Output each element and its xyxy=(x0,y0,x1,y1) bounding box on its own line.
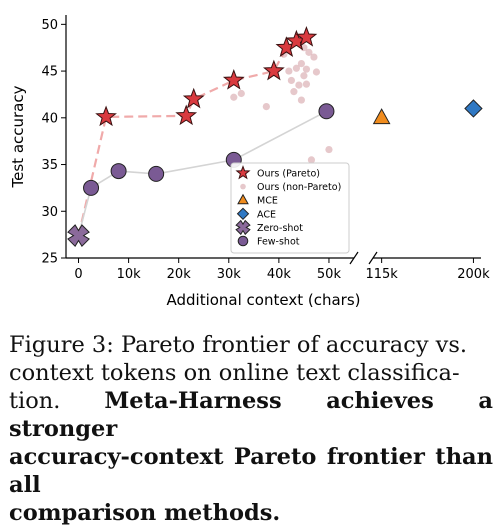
ours-pareto-point xyxy=(295,26,318,47)
few-shot-point xyxy=(318,103,335,120)
ours-pareto-point xyxy=(95,105,117,127)
ours-non-pareto-point xyxy=(290,88,298,96)
x-tick-label: 50k xyxy=(317,267,342,282)
ours-non-pareto-point xyxy=(297,96,306,104)
y-axis-label: Test accuracy xyxy=(9,85,27,188)
figure-caption: Figure 3: Pareto frontier of accuracy vs… xyxy=(9,331,493,527)
ours-non-pareto-point xyxy=(262,102,270,111)
caption-bold-line-3: comparison methods. xyxy=(9,500,281,526)
x-tick-label: 40k xyxy=(267,267,292,282)
legend-marker xyxy=(237,193,249,205)
y-tick-label: 30 xyxy=(41,205,58,220)
zero-shot-point xyxy=(67,224,90,247)
y-tick-label: 40 xyxy=(41,111,58,126)
axis-break-mark-right xyxy=(368,251,378,265)
ours-pareto-point xyxy=(175,104,198,126)
legend-marker xyxy=(236,207,250,221)
x-tick-label: 20k xyxy=(167,267,192,282)
legend-label: Ours (Pareto) xyxy=(257,169,320,180)
ours-non-pareto-point xyxy=(307,156,316,164)
ours-non-pareto-point xyxy=(237,89,245,98)
ours-non-pareto-point xyxy=(310,53,318,61)
axis-break-mark-left xyxy=(349,251,359,265)
ours-non-pareto-point xyxy=(292,64,300,72)
ours-non-pareto-point xyxy=(297,60,306,68)
legend-label: Zero-shot xyxy=(257,223,303,234)
caption-line-3: tion. xyxy=(9,388,105,414)
ours-non-pareto-point xyxy=(285,67,293,75)
y-tick-label: 50 xyxy=(41,18,58,33)
ours-non-pareto-point xyxy=(325,145,333,154)
x-tick-label: 10k xyxy=(117,267,142,282)
legend-box xyxy=(230,162,350,254)
x-tick-label: 200k xyxy=(457,267,490,282)
x-tick-label: 0 xyxy=(74,267,82,282)
ours-non-pareto-point xyxy=(230,93,238,101)
ours-pareto-point xyxy=(262,59,285,81)
x-axis-label: Additional context (chars) xyxy=(166,291,360,309)
fewshot-line xyxy=(77,110,327,236)
caption-bold-line-1: Meta-Harness achieves a stronger xyxy=(9,388,493,442)
legend-label: ACE xyxy=(257,209,276,220)
pareto-chart: 25 30 35 40 45 50 0 10k 20k 30k 40k 50k 115k 200k Addi… xyxy=(9,15,490,309)
few-shot-point xyxy=(110,163,127,180)
mce-point xyxy=(372,108,391,125)
ours-non-pareto-point xyxy=(312,68,321,76)
ours-non-pareto-point xyxy=(302,65,311,73)
ours-non-pareto-point xyxy=(302,80,311,88)
y-tick-label: 35 xyxy=(41,158,58,173)
y-tick-label: 45 xyxy=(41,65,58,80)
x-tick-label: 115k xyxy=(365,267,398,282)
ours-non-pareto-point xyxy=(305,48,313,56)
legend-marker xyxy=(235,165,251,180)
ours-pareto-point xyxy=(182,87,205,109)
legend-label: MCE xyxy=(257,196,278,207)
legend-marker xyxy=(235,219,251,236)
ours-non-pareto-point xyxy=(300,72,308,80)
ours-non-pareto-point xyxy=(287,76,295,85)
legend-label: Few-shot xyxy=(257,237,300,248)
x-tick-label: 30k xyxy=(217,267,242,282)
few-shot-point xyxy=(83,179,100,196)
ours-pareto-point xyxy=(222,68,245,90)
few-shot-point xyxy=(148,165,165,182)
legend-marker-shape xyxy=(235,219,251,236)
legend-marker xyxy=(237,235,249,247)
caption-line-1: Figure 3: Pareto frontier of accuracy vs… xyxy=(9,332,468,358)
ace-point xyxy=(464,99,483,118)
legend-label: Ours (non-Pareto) xyxy=(257,182,341,193)
caption-bold-line-2: accuracy-context Pareto frontier than al… xyxy=(9,444,493,498)
y-tick-label: 25 xyxy=(41,252,58,267)
ours-non-pareto-point xyxy=(295,81,303,89)
caption-line-2: context tokens on online text classifica… xyxy=(9,360,460,386)
legend-marker xyxy=(240,183,246,190)
zero-shot-point-shape xyxy=(67,224,90,247)
